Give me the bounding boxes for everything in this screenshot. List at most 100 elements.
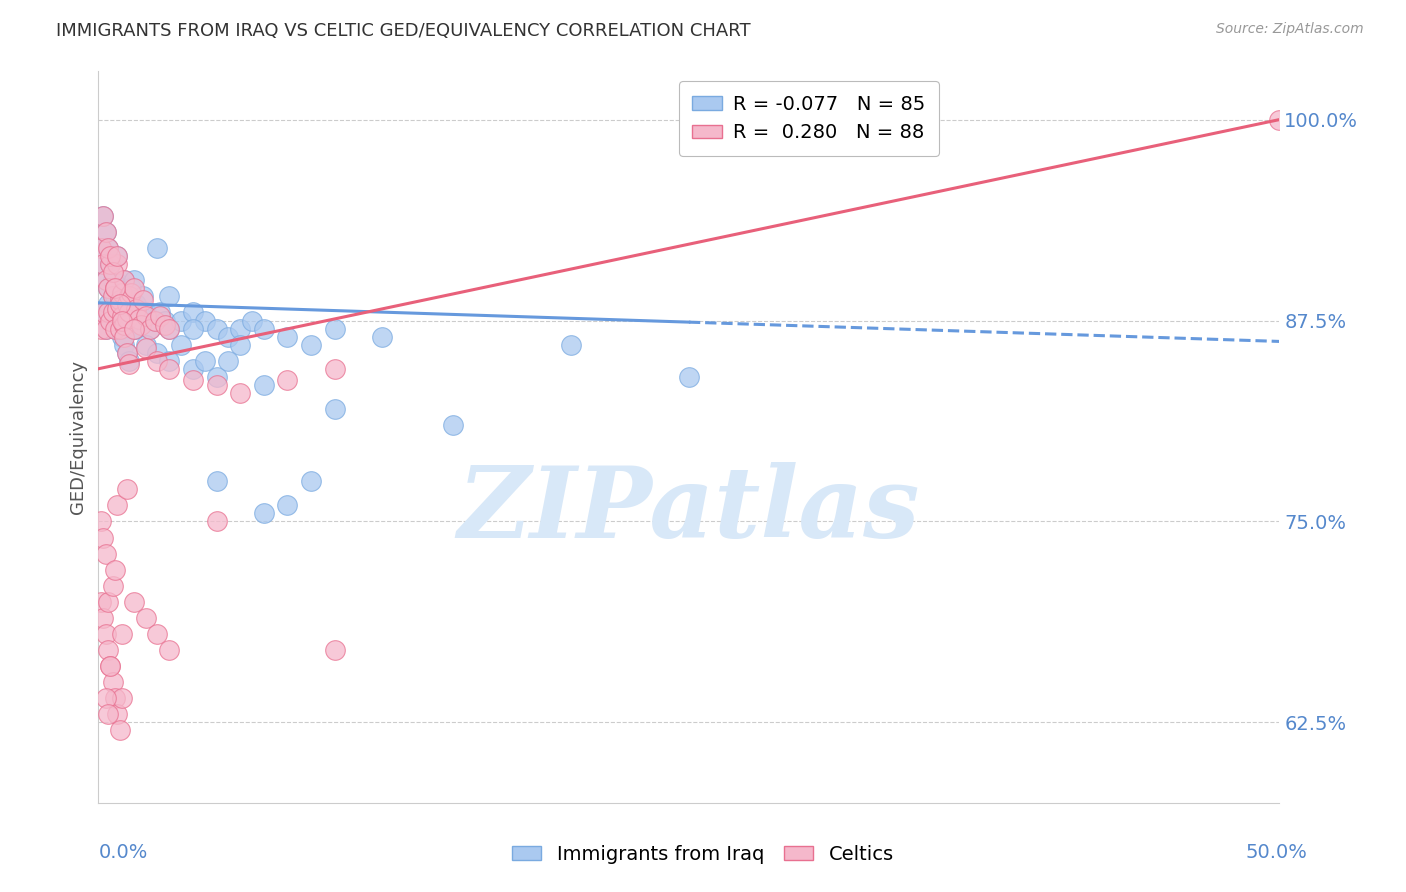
Point bbox=[104, 321, 127, 335]
Point bbox=[149, 309, 172, 323]
Point bbox=[94, 547, 117, 561]
Point bbox=[217, 329, 239, 343]
Point bbox=[101, 305, 124, 319]
Point bbox=[115, 345, 138, 359]
Point bbox=[101, 579, 124, 593]
Point bbox=[98, 257, 121, 271]
Point bbox=[128, 312, 150, 326]
Point bbox=[108, 293, 131, 307]
Point bbox=[122, 281, 145, 295]
Point bbox=[323, 321, 346, 335]
Point bbox=[97, 707, 120, 722]
Point bbox=[240, 313, 263, 327]
Point bbox=[90, 515, 112, 529]
Point bbox=[122, 321, 145, 335]
Point bbox=[122, 595, 145, 609]
Point bbox=[181, 305, 204, 319]
Point bbox=[91, 209, 114, 223]
Point bbox=[90, 595, 112, 609]
Point bbox=[205, 321, 228, 335]
Point bbox=[135, 611, 157, 625]
Point bbox=[157, 289, 180, 303]
Point bbox=[91, 305, 114, 319]
Point bbox=[121, 281, 143, 295]
Point bbox=[98, 659, 121, 673]
Point bbox=[101, 675, 124, 690]
Point bbox=[105, 707, 128, 722]
Point bbox=[105, 249, 128, 263]
Text: 50.0%: 50.0% bbox=[1246, 843, 1308, 862]
Point bbox=[323, 401, 346, 416]
Point bbox=[94, 273, 117, 287]
Point bbox=[97, 241, 120, 255]
Point bbox=[112, 329, 135, 343]
Point bbox=[91, 257, 114, 271]
Point bbox=[229, 321, 252, 335]
Point bbox=[128, 305, 150, 319]
Point bbox=[205, 475, 228, 489]
Point bbox=[111, 313, 134, 327]
Point bbox=[108, 723, 131, 738]
Point bbox=[108, 289, 131, 303]
Text: IMMIGRANTS FROM IRAQ VS CELTIC GED/EQUIVALENCY CORRELATION CHART: IMMIGRANTS FROM IRAQ VS CELTIC GED/EQUIV… bbox=[56, 22, 751, 40]
Point bbox=[323, 643, 346, 657]
Point bbox=[112, 321, 135, 335]
Point bbox=[112, 318, 135, 333]
Point bbox=[125, 302, 148, 317]
Point bbox=[111, 329, 134, 343]
Point bbox=[94, 225, 117, 239]
Point bbox=[181, 321, 204, 335]
Point bbox=[98, 659, 121, 673]
Point bbox=[205, 369, 228, 384]
Point bbox=[115, 312, 138, 326]
Point bbox=[132, 293, 155, 307]
Point bbox=[122, 321, 145, 335]
Point bbox=[205, 377, 228, 392]
Point bbox=[125, 297, 148, 311]
Point bbox=[111, 305, 134, 319]
Point bbox=[101, 273, 124, 287]
Point bbox=[253, 321, 276, 335]
Point bbox=[118, 289, 141, 303]
Point bbox=[118, 305, 141, 319]
Point bbox=[1268, 112, 1291, 127]
Point bbox=[153, 313, 176, 327]
Point bbox=[105, 302, 128, 317]
Point bbox=[90, 241, 112, 255]
Point bbox=[115, 483, 138, 497]
Point bbox=[108, 297, 131, 311]
Point bbox=[101, 305, 124, 319]
Point bbox=[194, 313, 217, 327]
Point bbox=[112, 273, 135, 287]
Point bbox=[170, 337, 193, 351]
Point bbox=[121, 313, 143, 327]
Point bbox=[122, 321, 145, 335]
Point bbox=[121, 286, 143, 301]
Point bbox=[170, 313, 193, 327]
Point bbox=[132, 289, 155, 303]
Point bbox=[118, 289, 141, 303]
Point bbox=[115, 345, 138, 359]
Point bbox=[97, 281, 120, 295]
Point bbox=[104, 289, 127, 303]
Point bbox=[98, 313, 121, 327]
Point bbox=[112, 273, 135, 287]
Point bbox=[105, 499, 128, 513]
Point bbox=[135, 337, 157, 351]
Point bbox=[146, 345, 169, 359]
Point bbox=[371, 329, 394, 343]
Point bbox=[111, 691, 134, 706]
Point bbox=[135, 341, 157, 355]
Point bbox=[181, 373, 204, 387]
Legend: Immigrants from Iraq, Celtics: Immigrants from Iraq, Celtics bbox=[502, 835, 904, 873]
Point bbox=[97, 305, 120, 319]
Point bbox=[91, 209, 114, 223]
Point bbox=[149, 305, 172, 319]
Point bbox=[157, 643, 180, 657]
Point bbox=[129, 318, 152, 333]
Point bbox=[111, 309, 134, 323]
Point bbox=[229, 337, 252, 351]
Point bbox=[205, 515, 228, 529]
Point bbox=[104, 281, 127, 295]
Y-axis label: GED/Equivalency: GED/Equivalency bbox=[69, 360, 87, 514]
